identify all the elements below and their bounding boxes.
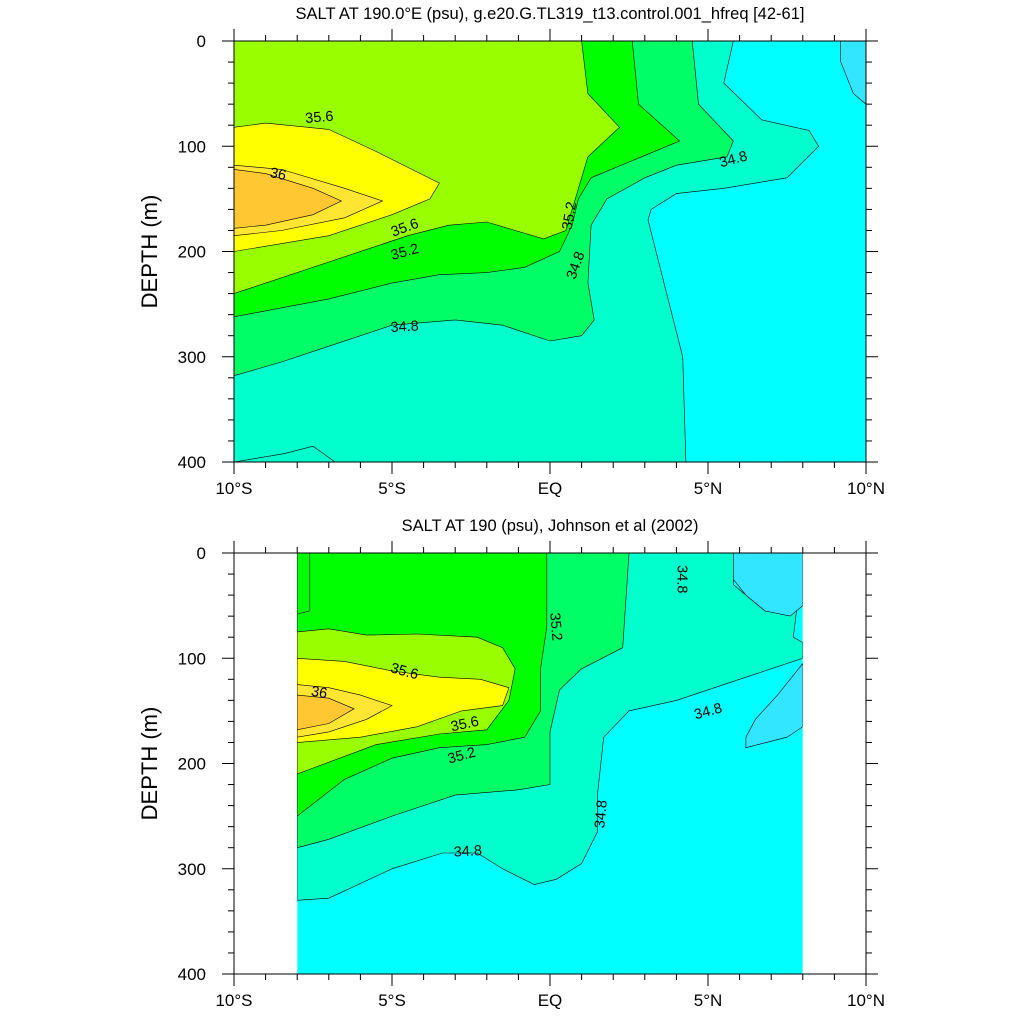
- contour-label: 35.2: [560, 201, 581, 232]
- minor-ticks: [228, 35, 872, 468]
- contour-label: 34.8: [718, 148, 749, 171]
- y-tick-label: 400: [178, 453, 206, 472]
- y-tick-label: 400: [178, 965, 206, 984]
- y-tick-label: 100: [178, 137, 206, 156]
- contour-fill-layer: [297, 553, 803, 974]
- contour-fill-layer: [234, 41, 866, 462]
- contour-label: 34.8: [453, 843, 482, 860]
- x-tick-label: 10°S: [215, 479, 252, 498]
- y-axis-label: DEPTH (m): [137, 707, 162, 821]
- contour-label: 36: [310, 684, 329, 703]
- contour-label: 34.8: [674, 565, 690, 593]
- x-tick-label: 5°S: [378, 479, 406, 498]
- x-tick-label: EQ: [538, 991, 563, 1010]
- y-tick-label: 0: [197, 544, 206, 563]
- y-tick-label: 300: [178, 348, 206, 367]
- y-tick-label: 200: [178, 243, 206, 262]
- salinity-region-34.5: [732, 553, 803, 617]
- contour-label: 35.2: [546, 612, 564, 642]
- x-tick-label: 5°N: [694, 991, 723, 1010]
- y-axis-label: DEPTH (m): [137, 195, 162, 309]
- contour-label: 35.6: [389, 660, 420, 683]
- x-tick-label: 5°S: [378, 991, 406, 1010]
- y-tick-label: 200: [178, 755, 206, 774]
- contour-label: 35.6: [305, 109, 335, 127]
- salinity-region-36.1: [297, 694, 355, 731]
- contour-label: 35.2: [446, 745, 477, 768]
- y-tick-label: 0: [197, 32, 206, 51]
- x-tick-label: 10°N: [847, 479, 885, 498]
- x-tick-label: 5°N: [694, 479, 723, 498]
- minor-ticks: [228, 547, 872, 980]
- salinity-region-34.9: [234, 445, 336, 462]
- x-tick-label: 10°S: [215, 991, 252, 1010]
- contour-label: 35.2: [389, 241, 420, 264]
- salinity-region-36.1: [234, 169, 343, 229]
- bottom-panel: 10°S 5°S EQ 5°N 10°N 0 100 200 300 400 SALT AT 190…: [137, 517, 885, 1010]
- chart-title: SALT AT 190 (psu), Johnson et al (2002): [402, 517, 699, 535]
- x-tick-label: 10°N: [847, 991, 885, 1010]
- chart-title: SALT AT 190.0°E (psu), g.e20.G.TL319_t13…: [296, 5, 805, 23]
- y-tick-label: 300: [178, 860, 206, 879]
- top-panel: 10°S 5°S EQ 5°N 10°N 0 100 200 300 400 SALT AT 190…: [137, 5, 885, 498]
- contour-label: 36: [268, 165, 287, 184]
- contour-label: 34.8: [693, 700, 724, 723]
- contour-label: 34.8: [592, 799, 610, 829]
- x-tick-label: EQ: [538, 479, 563, 498]
- salinity-region-35.3: [297, 553, 311, 615]
- contour-label: 34.8: [390, 318, 419, 335]
- salinity-region-34.5: [745, 663, 803, 749]
- salinity-region-34.5: [840, 41, 866, 105]
- y-tick-label: 100: [178, 649, 206, 668]
- contour-label: 35.6: [449, 714, 480, 736]
